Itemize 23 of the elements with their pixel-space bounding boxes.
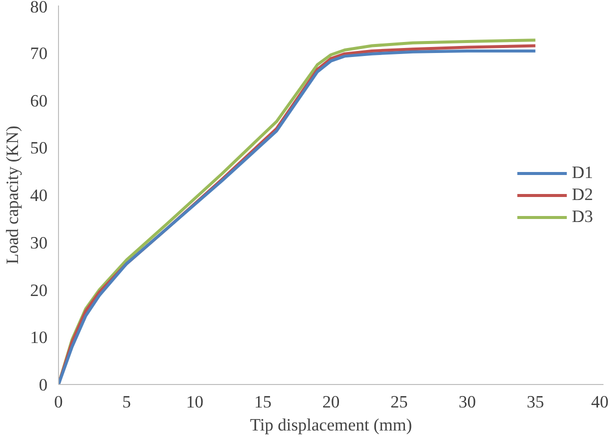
x-tick-label: 20 [322,392,340,412]
x-tick-label: 5 [122,392,131,412]
x-tick-label: 0 [54,392,63,412]
y-tick-label: 40 [30,186,48,205]
x-tick-label: 35 [526,392,544,412]
x-tick-label: 25 [390,392,408,412]
legend-label: D3 [572,206,593,226]
legend-label: D2 [572,184,593,204]
legend-label: D1 [572,162,593,182]
y-tick-label: 0 [38,376,48,394]
x-tick-label: 15 [254,392,272,412]
y-tick-label: 80 [30,0,48,16]
y-tick-label: 70 [30,44,48,63]
y-tick-label: 10 [30,328,48,348]
y-axis-title: Load capacity (KN) [3,125,22,264]
x-axis-title: Tip displacement (mm) [250,416,412,434]
y-tick-label: 60 [30,91,48,110]
x-tick-label: 10 [186,392,204,412]
y-tick-label: 50 [30,138,48,158]
x-tick-label: 30 [458,392,476,412]
x-tick-label: 40 [591,392,608,412]
y-tick-label: 30 [30,233,48,252]
y-tick-label: 20 [30,280,48,300]
